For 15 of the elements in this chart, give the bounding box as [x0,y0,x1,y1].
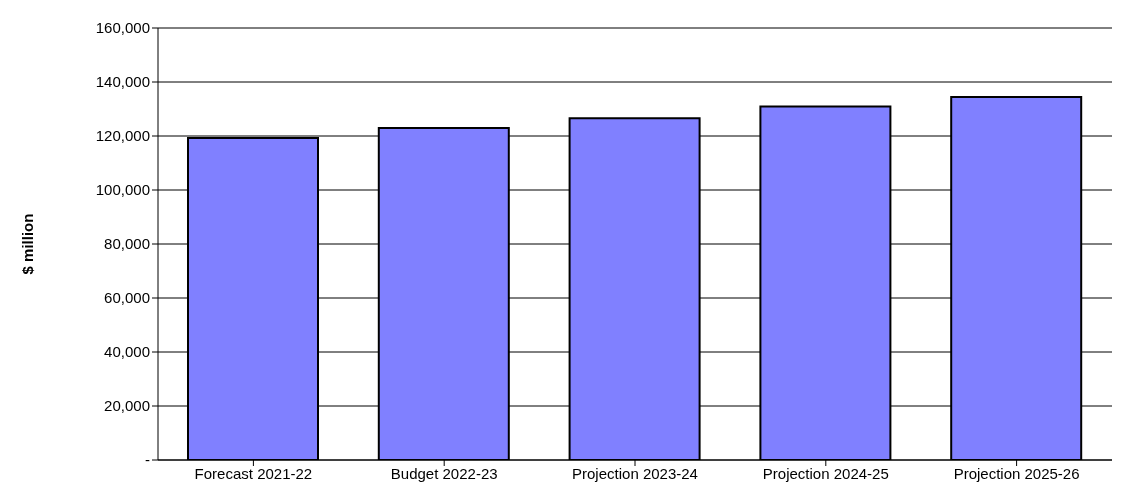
x-tick-label: Projection 2025-26 [953,464,1080,482]
y-tick-label: - [145,451,150,469]
x-tick-label: Budget 2022-23 [390,464,498,482]
y-tick-label: 140,000 [95,73,150,91]
y-axis-title: $ million [19,213,37,275]
y-tick-label: 120,000 [95,127,150,145]
x-tick-label: Projection 2024-25 [762,464,889,482]
y-tick-label: 20,000 [104,397,150,415]
y-tick-label: 160,000 [95,19,150,37]
y-tick-label: 60,000 [104,289,150,307]
y-tick-label: 100,000 [95,181,150,199]
x-tick-label: Projection 2023-24 [572,464,698,482]
y-tick-label: 40,000 [104,343,150,361]
y-tick-label: 80,000 [104,235,150,253]
x-tick-label: Forecast 2021-22 [194,464,313,482]
